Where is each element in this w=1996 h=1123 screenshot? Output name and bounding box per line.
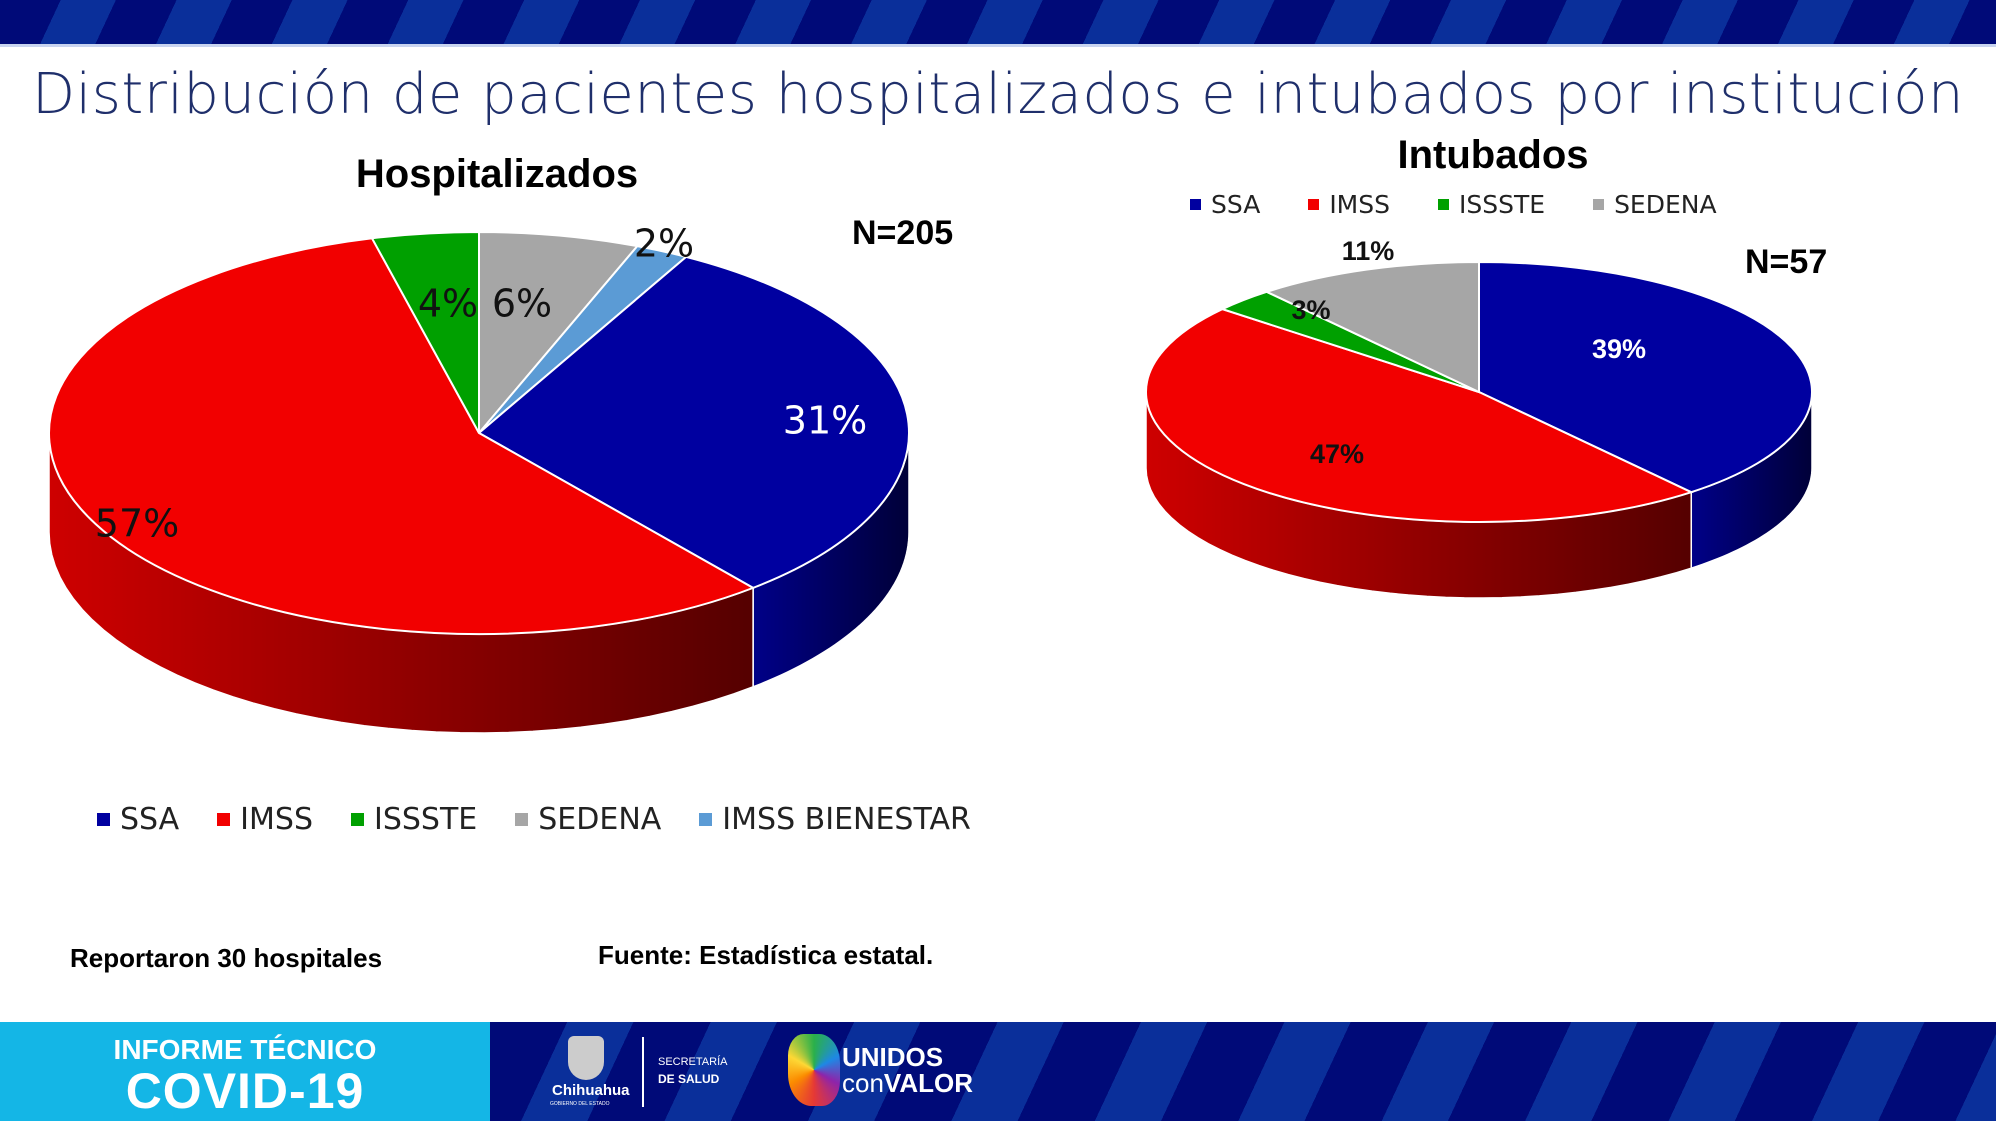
legend-label: SSA — [1211, 190, 1261, 219]
pie-slice-imss — [1145, 308, 1694, 523]
n-label-hospitalizados: N=205 — [852, 214, 954, 252]
dept-2: DE SALUD — [658, 1072, 720, 1086]
brand-unidos: UNIDOS — [842, 1042, 944, 1072]
pie-slice-issste — [370, 230, 480, 434]
data-label: 4% — [418, 282, 478, 326]
legend-item: SEDENA — [515, 802, 661, 837]
legend-item: ISSSTE — [351, 802, 477, 837]
legend-item: IMSS BIENESTAR — [699, 802, 971, 837]
legend-swatch — [1593, 199, 1605, 210]
legend-swatch — [1308, 199, 1320, 210]
gov-name: Chihuahua — [552, 1082, 630, 1099]
brand-valor: VALOR — [883, 1068, 973, 1098]
report-covid: COVID-19 — [125, 1063, 365, 1119]
brand-con-valor: conVALOR — [842, 1068, 973, 1099]
page-title: Distribución de pacientes hospitalizados… — [32, 62, 1964, 127]
footer-banner: INFORME TÉCNICO COVID-19 Chihuahua GOBIE… — [0, 1022, 1996, 1121]
logos-area: Chihuahua GOBIERNO DEL ESTADO SECRETARÍA… — [490, 1022, 1996, 1121]
legend-item: SSA — [1190, 190, 1260, 219]
gov-sub: GOBIERNO DEL ESTADO — [550, 1101, 610, 1107]
data-label: 6% — [492, 282, 552, 326]
chart-title-hospitalizados: Hospitalizados — [355, 152, 639, 196]
legend-swatch — [97, 813, 110, 826]
report-badge: INFORME TÉCNICO COVID-19 — [0, 1022, 490, 1121]
data-label: 47% — [1310, 439, 1364, 469]
pie-slice-ssa — [477, 255, 910, 589]
legend-label: ISSSTE — [374, 802, 478, 837]
legend-swatch — [515, 813, 529, 826]
data-label: 2% — [634, 222, 694, 266]
legend-swatch — [351, 813, 364, 826]
legend-label: IMSS BIENESTAR — [722, 802, 971, 837]
brand-con: con — [842, 1068, 884, 1098]
data-label: 39% — [1592, 334, 1646, 364]
legend-label: IMSS — [240, 802, 313, 837]
legend-swatch — [217, 813, 231, 826]
chart-title-intubados: Intubados — [1397, 133, 1589, 177]
data-label: 11% — [1342, 236, 1395, 266]
legend-hospitalizados: SSA IMSS ISSSTE SEDENA IMSS BIENESTAR — [97, 802, 971, 837]
legend-item: SSA — [97, 802, 179, 837]
pie-slice-sedena — [1264, 260, 1480, 394]
data-label: 3% — [1291, 295, 1330, 325]
legend-label: SEDENA — [1614, 190, 1717, 219]
legend-item: SEDENA — [1593, 190, 1717, 219]
legend-label: IMSS — [1329, 190, 1390, 219]
top-banner — [0, 0, 1996, 47]
legend-item: IMSS — [217, 802, 313, 837]
legend-label: ISSSTE — [1459, 190, 1546, 219]
legend-swatch — [1190, 199, 1201, 210]
data-label: 57% — [95, 502, 179, 546]
pie-slice-sedena — [478, 230, 640, 436]
legend-label: SSA — [120, 802, 180, 837]
hospitals-note: Reportaron 30 hospitales — [70, 943, 383, 973]
pie-slice-imss — [48, 237, 756, 635]
map-logo-icon — [788, 1034, 840, 1106]
legend-item: ISSSTE — [1438, 190, 1545, 219]
data-label: 31% — [783, 399, 867, 443]
legend-label: SEDENA — [538, 802, 662, 837]
shield-icon — [568, 1036, 604, 1080]
pie-slice-ssa — [1478, 260, 1813, 494]
legend-item: IMSS — [1308, 190, 1390, 219]
source-note: Fuente: Estadística estatal. — [598, 940, 934, 970]
legend-swatch — [1438, 199, 1449, 210]
dept-1: SECRETARÍA — [658, 1056, 728, 1068]
legend-swatch — [699, 813, 713, 826]
report-label: INFORME TÉCNICO — [113, 1034, 377, 1065]
divider — [642, 1037, 644, 1107]
legend-intubados: SSA IMSS ISSSTE SEDENA — [1190, 190, 1717, 219]
n-label-intubados: N=57 — [1745, 243, 1828, 281]
